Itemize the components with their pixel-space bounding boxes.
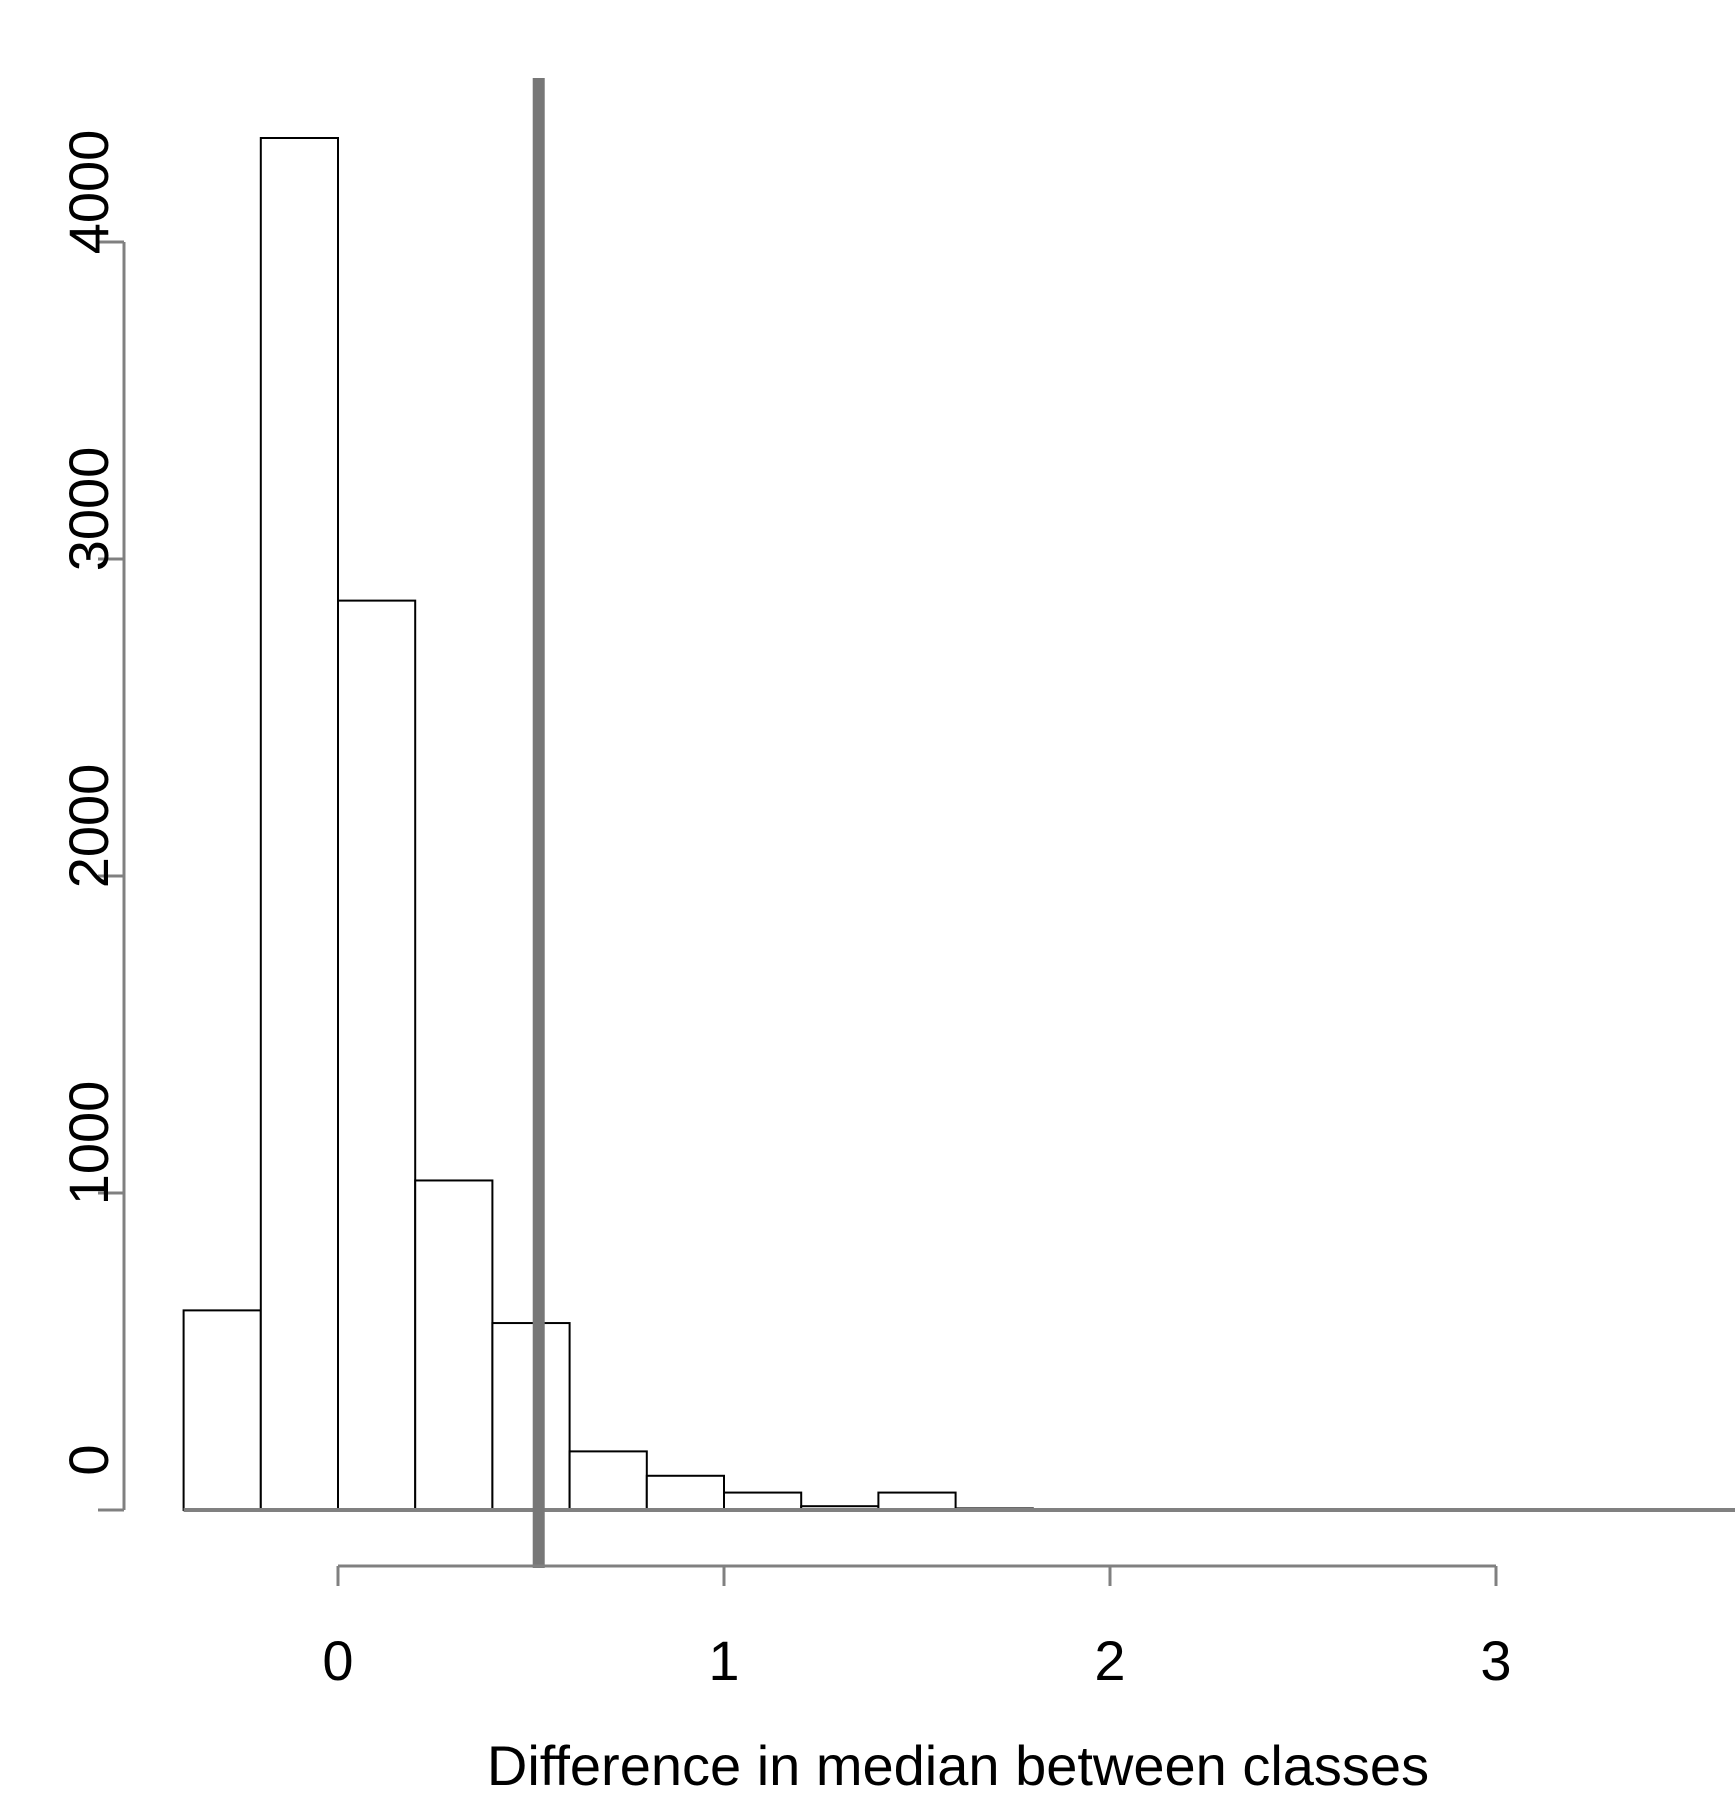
x-tick-label: 1 — [708, 1629, 739, 1692]
histogram-bar — [414, 1179, 494, 1512]
x-axis: 0 1 2 3 — [322, 1564, 1512, 1692]
y-tick-label: 2000 — [57, 764, 120, 889]
histogram-bar — [259, 137, 339, 1511]
histogram-bar — [182, 1309, 262, 1512]
histogram-bar — [337, 599, 417, 1511]
y-tick-label: 0 — [57, 1444, 120, 1475]
x-tick-label: 2 — [1094, 1629, 1125, 1692]
histogram-bar — [877, 1491, 957, 1512]
x-axis-title: Difference in median between classes — [487, 1734, 1429, 1797]
y-tick-label: 1000 — [57, 1081, 120, 1206]
histogram-bar — [568, 1450, 648, 1512]
y-axis: 0 1000 2000 3000 4000 — [57, 130, 126, 1512]
y-tick-label: 4000 — [57, 130, 120, 255]
x-tick-label: 3 — [1480, 1629, 1511, 1692]
histogram-bar — [723, 1491, 803, 1512]
histogram-bar — [491, 1322, 571, 1511]
y-tick-label: 3000 — [57, 447, 120, 572]
histogram-bar — [645, 1474, 725, 1511]
bars-layer — [182, 137, 1735, 1512]
x-tick-label: 0 — [322, 1629, 353, 1692]
